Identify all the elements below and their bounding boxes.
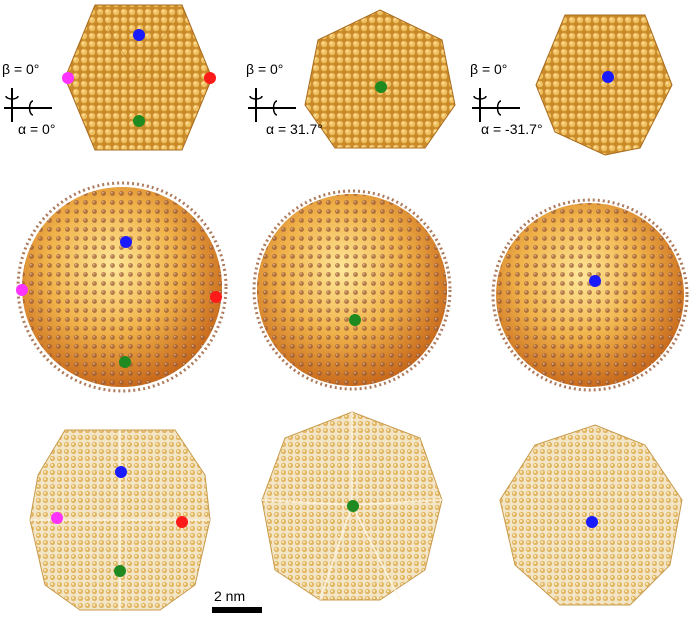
marker-red xyxy=(210,291,222,303)
alpha-label: α = 31.7° xyxy=(266,121,323,137)
rotation-axis-icon xyxy=(4,88,52,122)
beta-label: β = 0° xyxy=(470,61,507,77)
marker-blue xyxy=(589,275,601,287)
marker-blue xyxy=(586,516,598,528)
marker-blue xyxy=(115,466,127,478)
alpha-label: α = 0° xyxy=(18,121,55,137)
beta-label: β = 0° xyxy=(246,61,283,77)
middle-left-particle xyxy=(16,181,228,393)
marker-red xyxy=(176,516,188,528)
rotation-axis-icon xyxy=(472,88,520,122)
marker-green xyxy=(375,81,387,93)
marker-green xyxy=(133,115,145,127)
marker-green xyxy=(349,314,361,326)
marker-red xyxy=(204,72,216,84)
marker-magenta xyxy=(16,284,28,296)
marker-green xyxy=(347,500,359,512)
marker-blue xyxy=(120,236,132,248)
scale-bar xyxy=(212,607,262,613)
marker-magenta xyxy=(51,512,63,524)
marker-magenta xyxy=(62,72,74,84)
bottom-left-particle xyxy=(29,429,211,611)
beta-label: β = 0° xyxy=(2,61,39,77)
middle-center-particle xyxy=(252,189,452,391)
alpha-label: α = -31.7° xyxy=(481,121,543,137)
middle-right-particle xyxy=(491,198,689,392)
top-center-particle xyxy=(304,9,456,149)
top-right-particle xyxy=(535,14,673,156)
bottom-center-particle xyxy=(261,411,443,601)
marker-green xyxy=(119,356,131,368)
rotation-axis-icon xyxy=(248,88,296,122)
marker-blue xyxy=(602,71,614,83)
marker-green xyxy=(114,565,126,577)
scale-bar-label: 2 nm xyxy=(214,588,245,604)
marker-blue xyxy=(133,29,145,41)
bottom-right-particle xyxy=(499,424,683,606)
top-left-particle xyxy=(62,4,216,151)
